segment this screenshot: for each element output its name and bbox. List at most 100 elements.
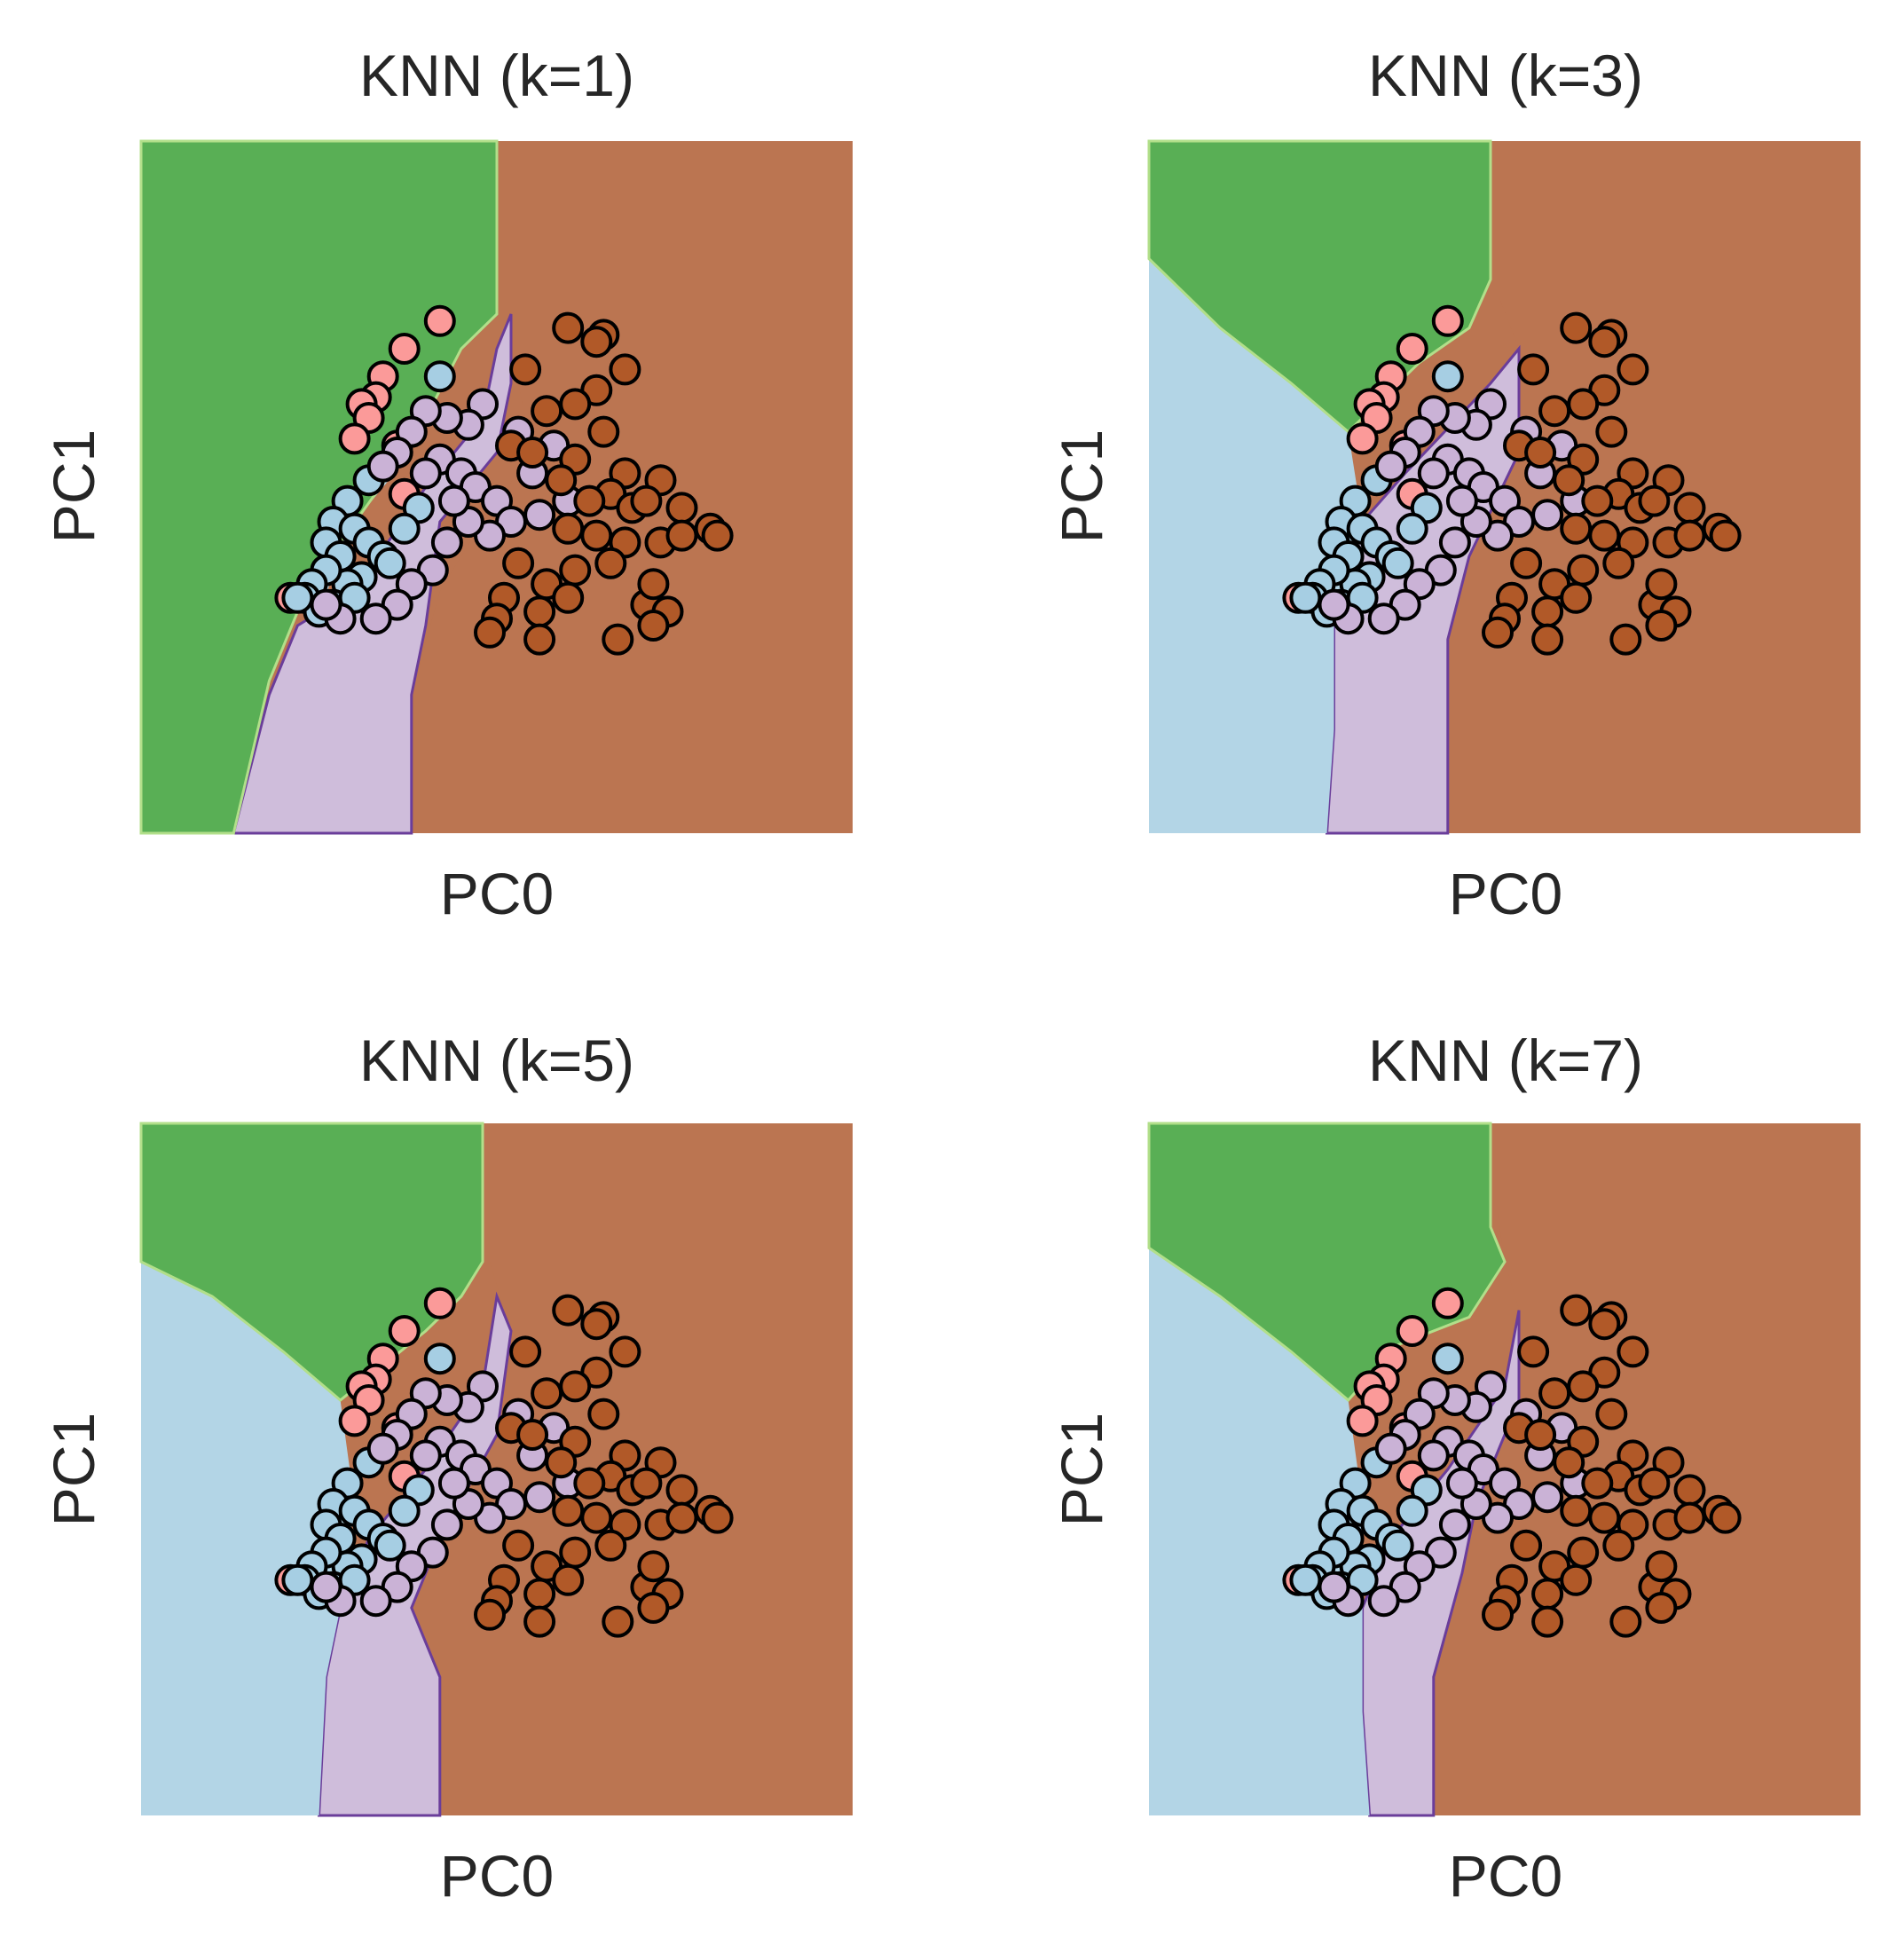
- point-purple: [409, 1439, 442, 1472]
- point-purple: [366, 450, 399, 483]
- point-brown: [1673, 1474, 1706, 1507]
- point-pink: [338, 422, 371, 455]
- point-blue: [1431, 1343, 1464, 1375]
- point-brown: [1617, 353, 1649, 386]
- point-purple: [1417, 1439, 1450, 1472]
- point-purple: [1417, 457, 1450, 490]
- point-brown: [552, 512, 585, 545]
- point-brown: [1588, 1308, 1621, 1341]
- point-brown: [1609, 1605, 1642, 1638]
- point-pink: [1396, 333, 1428, 365]
- point-brown: [1645, 1592, 1678, 1624]
- panel-knn-k7: KNN (k=7) PC0 PC1: [1049, 1028, 1861, 1909]
- point-brown: [474, 1598, 506, 1631]
- point-brown: [1567, 388, 1600, 421]
- point-brown: [665, 492, 698, 524]
- point-purple: [1531, 499, 1564, 532]
- point-purple: [1374, 450, 1407, 483]
- point-blue: [388, 512, 421, 545]
- point-brown: [1538, 1377, 1571, 1410]
- point-brown: [1645, 1550, 1678, 1583]
- plot-area: [1147, 1122, 1861, 1817]
- point-brown: [573, 1467, 606, 1500]
- point-brown: [1560, 1294, 1593, 1327]
- plot-area: [139, 1122, 853, 1817]
- point-blue: [388, 1494, 421, 1527]
- point-brown: [602, 1605, 634, 1638]
- point-blue: [1381, 1529, 1414, 1562]
- point-pink: [1431, 304, 1464, 337]
- point-brown: [1673, 492, 1706, 524]
- point-brown: [1588, 326, 1621, 358]
- point-brown: [523, 595, 556, 628]
- region-green: [139, 139, 499, 835]
- point-brown: [1524, 437, 1557, 469]
- point-brown: [1602, 1529, 1635, 1562]
- point-purple: [366, 1432, 399, 1465]
- point-blue: [374, 547, 406, 579]
- point-brown: [1567, 1370, 1600, 1403]
- point-brown: [1560, 581, 1593, 614]
- point-brown: [665, 519, 698, 552]
- point-brown: [1517, 353, 1550, 386]
- point-pink: [1431, 1287, 1464, 1319]
- point-brown: [1560, 1494, 1593, 1527]
- point-blue: [1289, 1563, 1322, 1596]
- point-brown: [580, 326, 613, 358]
- point-brown: [1482, 1598, 1514, 1631]
- point-purple: [310, 1571, 342, 1603]
- point-brown: [552, 1563, 585, 1596]
- point-pink: [423, 304, 456, 337]
- point-pink: [423, 1287, 456, 1319]
- panel-title: KNN (k=7): [1368, 1028, 1643, 1093]
- point-purple: [437, 484, 470, 517]
- point-purple: [409, 457, 442, 490]
- point-brown: [1531, 1578, 1564, 1610]
- point-brown: [516, 437, 549, 469]
- point-brown: [1602, 547, 1635, 579]
- point-purple: [1438, 1508, 1471, 1541]
- point-brown: [545, 464, 578, 497]
- point-purple: [1374, 1432, 1407, 1465]
- point-purple: [430, 526, 463, 559]
- point-purple: [1318, 1571, 1350, 1603]
- point-brown: [665, 1501, 698, 1534]
- point-brown: [1531, 595, 1564, 628]
- point-brown: [502, 1529, 535, 1562]
- point-brown: [1588, 1501, 1621, 1534]
- point-blue: [1396, 1494, 1428, 1527]
- point-brown: [1482, 616, 1514, 649]
- point-brown: [637, 1550, 670, 1583]
- point-brown: [516, 1419, 549, 1451]
- point-blue: [281, 581, 314, 614]
- y-axis-label: PC1: [1049, 429, 1114, 543]
- point-brown: [1560, 311, 1593, 344]
- point-brown: [1524, 1419, 1557, 1451]
- point-brown: [1645, 568, 1678, 601]
- x-axis-label: PC0: [440, 1843, 554, 1909]
- point-brown: [701, 519, 734, 552]
- point-pink: [1396, 1315, 1428, 1347]
- point-brown: [1673, 519, 1706, 552]
- point-brown: [1531, 1605, 1564, 1638]
- point-brown: [1560, 1563, 1593, 1596]
- point-brown: [509, 353, 542, 386]
- point-brown: [552, 1294, 585, 1327]
- point-purple: [430, 1508, 463, 1541]
- point-brown: [502, 547, 535, 579]
- point-brown: [630, 484, 663, 517]
- point-brown: [609, 1335, 641, 1368]
- point-purple: [523, 1481, 556, 1514]
- point-brown: [1709, 519, 1742, 552]
- panel-title: KNN (k=5): [359, 1028, 634, 1093]
- point-brown: [531, 1377, 563, 1410]
- point-blue: [1431, 360, 1464, 393]
- point-purple: [1531, 1481, 1564, 1514]
- point-brown: [1638, 484, 1671, 517]
- point-blue: [1289, 581, 1322, 614]
- point-purple: [1438, 526, 1471, 559]
- point-purple: [359, 602, 392, 635]
- point-brown: [630, 1467, 663, 1500]
- x-axis-label: PC0: [1449, 1843, 1562, 1909]
- plot-area: [1147, 139, 1861, 835]
